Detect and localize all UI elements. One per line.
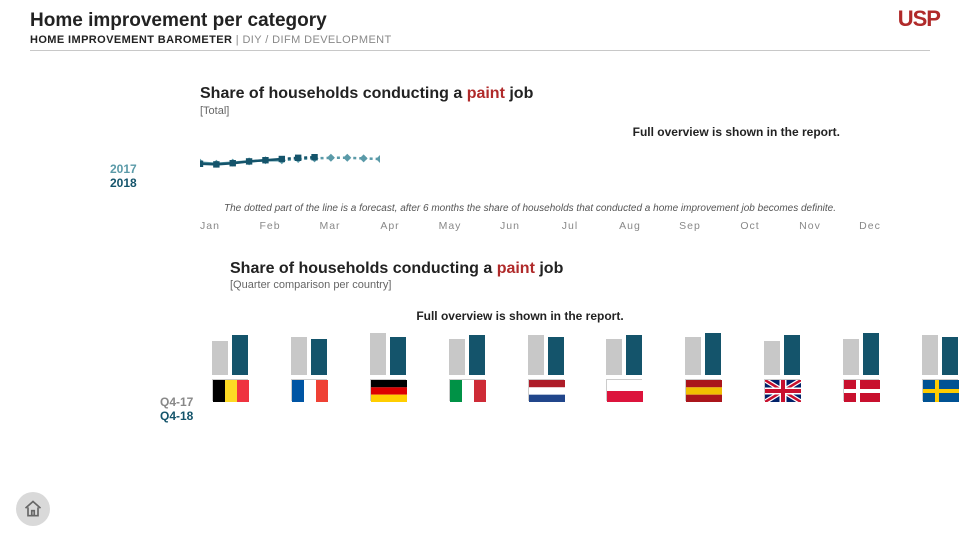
subtitle-bold: HOME IMPROVEMENT BAROMETER — [30, 34, 232, 46]
bar-pair — [922, 331, 958, 375]
bar-q4-18 — [469, 335, 485, 375]
country-be — [210, 331, 251, 401]
chart2-title: Share of households conducting a paint j… — [230, 260, 960, 278]
bar-q4-18 — [784, 335, 800, 375]
country-es — [683, 331, 724, 401]
legend-q4-18: Q4-18 — [160, 409, 193, 423]
bar-q4-18 — [626, 335, 642, 375]
chart1-legend: 2017 2018 — [110, 162, 137, 191]
bar-q4-17 — [528, 335, 544, 375]
bar-q4-17 — [291, 337, 307, 375]
bar-pair — [606, 331, 642, 375]
page-header: Home improvement per category HOME IMPRO… — [0, 0, 960, 55]
country-it — [446, 331, 487, 401]
bar-q4-18 — [863, 333, 879, 375]
country-dk — [840, 331, 881, 401]
header-divider — [30, 50, 930, 51]
subtitle-rest: | DIY / DIFM DEVELOPMENT — [232, 34, 391, 46]
legend-2017: 2017 — [110, 162, 137, 176]
flag-icon — [922, 379, 958, 401]
logo-usp: USP — [898, 6, 940, 32]
month-label: Jan — [180, 220, 240, 232]
bar-q4-18 — [311, 339, 327, 375]
month-label: Apr — [360, 220, 420, 232]
bar-pair — [212, 331, 248, 375]
chart2-title-pre: Share of households conducting a — [230, 260, 497, 277]
chart2-title-post: job — [535, 260, 563, 277]
legend-q4-17: Q4-17 — [160, 395, 193, 409]
bar-pair — [685, 331, 721, 375]
month-label: Oct — [720, 220, 780, 232]
flag-icon — [685, 379, 721, 401]
flag-icon — [291, 379, 327, 401]
flag-icon — [764, 379, 800, 401]
country-de — [368, 331, 409, 401]
chart1-subtitle: [Total] — [200, 105, 960, 117]
chart2-block: Share of households conducting a paint j… — [230, 260, 960, 401]
flag-icon — [370, 379, 406, 401]
bar-pair — [291, 331, 327, 375]
country-se — [919, 331, 960, 401]
bar-q4-17 — [370, 333, 386, 375]
flag-icon — [449, 379, 485, 401]
month-label: Dec — [840, 220, 900, 232]
bar-pair — [449, 331, 485, 375]
chart1-block: Share of households conducting a paint j… — [200, 85, 960, 232]
bar-q4-18 — [705, 333, 721, 375]
home-icon — [16, 492, 50, 526]
bar-q4-18 — [232, 335, 248, 375]
page-subtitle: HOME IMPROVEMENT BAROMETER | DIY / DIFM … — [30, 34, 930, 46]
chart1-area: Full overview is shown in the report. 20… — [160, 117, 880, 197]
country-uk — [762, 331, 803, 401]
bar-q4-17 — [843, 339, 859, 375]
bar-q4-18 — [548, 337, 564, 375]
chart1-title-pre: Share of households conducting a — [200, 85, 467, 102]
bar-pair — [764, 331, 800, 375]
chart1-footnote: The dotted part of the line is a forecas… — [160, 203, 900, 214]
month-label: Aug — [600, 220, 660, 232]
bar-q4-17 — [922, 335, 938, 375]
flag-icon — [843, 379, 879, 401]
country-nl — [525, 331, 566, 401]
chart2-bars-row — [210, 331, 960, 401]
month-label: Nov — [780, 220, 840, 232]
chart1-title: Share of households conducting a paint j… — [200, 85, 960, 103]
month-label: Jul — [540, 220, 600, 232]
month-label: Feb — [240, 220, 300, 232]
bar-q4-17 — [449, 339, 465, 375]
bar-q4-17 — [606, 339, 622, 375]
country-fr — [289, 331, 330, 401]
bar-q4-17 — [685, 337, 701, 375]
chart1-overview-note: Full overview is shown in the report. — [633, 125, 840, 139]
chart1-title-post: job — [505, 85, 533, 102]
chart1-title-accent: paint — [467, 85, 505, 102]
legend-2018: 2018 — [110, 176, 137, 190]
bar-pair — [528, 331, 564, 375]
bar-pair — [843, 331, 879, 375]
flag-icon — [528, 379, 564, 401]
chart1-months-axis: JanFebMarAprMayJunJulAugSepOctNovDec — [180, 220, 900, 232]
bar-q4-18 — [390, 337, 406, 375]
chart2-overview-note: Full overview is shown in the report. — [170, 309, 870, 323]
chart1-line-svg — [200, 147, 380, 177]
country-pl — [604, 331, 645, 401]
bar-q4-18 — [942, 337, 958, 375]
page-title: Home improvement per category — [30, 10, 930, 32]
chart2-title-accent: paint — [497, 260, 535, 277]
bar-q4-17 — [212, 341, 228, 375]
month-label: Sep — [660, 220, 720, 232]
chart2-legend: Q4-17 Q4-18 — [160, 395, 193, 424]
bar-pair — [370, 331, 406, 375]
month-label: Jun — [480, 220, 540, 232]
month-label: May — [420, 220, 480, 232]
flag-icon — [606, 379, 642, 401]
month-label: Mar — [300, 220, 360, 232]
flag-icon — [212, 379, 248, 401]
bar-q4-17 — [764, 341, 780, 375]
chart2-subtitle: [Quarter comparison per country] — [230, 279, 960, 291]
